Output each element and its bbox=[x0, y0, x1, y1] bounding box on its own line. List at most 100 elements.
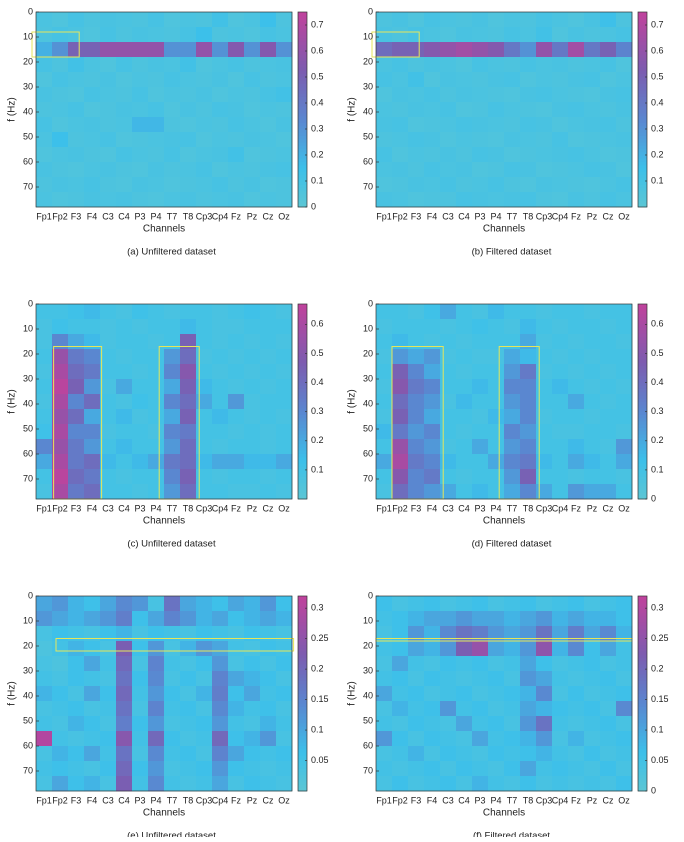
heat-cell bbox=[392, 192, 409, 208]
x-tick-label: C3 bbox=[102, 211, 114, 221]
heat-cell bbox=[584, 626, 601, 642]
heat-cell bbox=[424, 102, 441, 118]
heat-cell bbox=[132, 656, 149, 672]
heat-cell bbox=[276, 57, 293, 73]
heat-cell bbox=[616, 87, 633, 103]
colorbar-step bbox=[298, 164, 307, 169]
heat-cell bbox=[504, 409, 521, 425]
heat-cell bbox=[472, 761, 489, 777]
colorbar-step bbox=[298, 427, 307, 432]
colorbar-step bbox=[638, 378, 647, 383]
heat-cell bbox=[472, 349, 489, 365]
colorbar-step bbox=[638, 135, 647, 140]
colorbar-step bbox=[298, 73, 307, 78]
heat-cell bbox=[276, 716, 293, 732]
heat-cell bbox=[600, 701, 617, 717]
colorbar-step bbox=[298, 683, 307, 688]
heat-cell bbox=[424, 611, 441, 627]
x-tick-label: T8 bbox=[523, 795, 534, 805]
colorbar-step bbox=[638, 599, 647, 603]
heat-cell bbox=[472, 469, 489, 485]
heat-cell bbox=[584, 304, 601, 320]
heat-cell bbox=[488, 439, 505, 455]
heat-cell bbox=[408, 42, 425, 58]
plot-frame bbox=[375, 595, 633, 792]
colorbar-frame bbox=[637, 595, 648, 792]
colorbar-step bbox=[298, 709, 307, 714]
heat-cell bbox=[424, 132, 441, 148]
colorbar-step bbox=[298, 486, 307, 490]
colorbar-step bbox=[638, 369, 647, 373]
heat-cell bbox=[488, 87, 505, 103]
heat-cell bbox=[180, 596, 197, 612]
heat-cell bbox=[584, 177, 601, 193]
heat-cell bbox=[488, 484, 505, 500]
heat-cell bbox=[228, 716, 245, 732]
heat-cell bbox=[196, 716, 213, 732]
heat-cell bbox=[196, 57, 213, 73]
heat-cell bbox=[600, 12, 617, 28]
heat-cell bbox=[392, 469, 409, 485]
heat-cell bbox=[616, 626, 633, 642]
heat-cell bbox=[552, 27, 569, 43]
colorbar-step bbox=[298, 401, 307, 406]
heat-cell bbox=[472, 626, 489, 642]
heat-cell bbox=[376, 42, 393, 58]
heat-cell bbox=[376, 349, 393, 365]
colorbar-step bbox=[638, 654, 647, 659]
x-tick-label: Fz bbox=[571, 795, 581, 805]
heat-cell bbox=[260, 424, 277, 440]
colorbar-tick-label: 0.5 bbox=[311, 71, 324, 81]
x-tick-label: Fp1 bbox=[376, 795, 392, 805]
y-tick-label: 40 bbox=[363, 690, 373, 700]
heat-cell bbox=[520, 424, 537, 440]
heat-cell bbox=[116, 177, 133, 193]
heat-cell bbox=[568, 716, 585, 732]
heat-cell bbox=[84, 147, 101, 163]
heat-cell bbox=[520, 334, 537, 350]
y-axis-label: f (Hz) bbox=[347, 97, 358, 121]
colorbar-step bbox=[638, 450, 647, 454]
heat-cell bbox=[212, 656, 229, 672]
heat-cell bbox=[148, 424, 165, 440]
heat-cell bbox=[504, 454, 521, 470]
colorbar-tick-label: 0.3 bbox=[651, 123, 664, 133]
heat-cell bbox=[520, 117, 537, 133]
heat-cell bbox=[276, 641, 293, 657]
colorbar-step bbox=[638, 326, 647, 331]
heat-cell bbox=[148, 42, 165, 58]
colorbar-step bbox=[298, 755, 307, 759]
colorbar-tick-label: 0.1 bbox=[311, 464, 324, 474]
colorbar-step bbox=[298, 453, 307, 458]
heat-cell bbox=[584, 87, 601, 103]
colorbar-step bbox=[638, 187, 647, 192]
heat-cell bbox=[408, 671, 425, 687]
colorbar-step bbox=[638, 96, 647, 101]
heat-cell bbox=[100, 626, 117, 642]
heat-cell bbox=[132, 102, 149, 118]
heat-cell bbox=[408, 87, 425, 103]
heat-cell bbox=[100, 716, 117, 732]
colorbar-step bbox=[298, 60, 307, 65]
colorbar-step bbox=[638, 122, 647, 127]
heat-cell bbox=[132, 424, 149, 440]
heat-cell bbox=[36, 162, 53, 178]
heat-cell bbox=[600, 349, 617, 365]
heat-cell bbox=[440, 379, 457, 395]
heat-cell bbox=[180, 177, 197, 193]
heat-cell bbox=[536, 761, 553, 777]
colorbar-step bbox=[638, 359, 647, 363]
heat-cell bbox=[488, 162, 505, 178]
heat-cell bbox=[456, 439, 473, 455]
heat-cell bbox=[36, 439, 53, 455]
colorbar-step bbox=[638, 12, 647, 16]
heat-cell bbox=[36, 671, 53, 687]
heat-cell bbox=[392, 641, 409, 657]
colorbar-step bbox=[298, 771, 307, 776]
heat-cell bbox=[488, 686, 505, 702]
x-tick-label: P4 bbox=[150, 795, 161, 805]
colorbar-step bbox=[298, 398, 307, 402]
colorbar-step bbox=[638, 67, 647, 71]
heat-cell bbox=[376, 117, 393, 133]
heat-cell bbox=[600, 761, 617, 777]
